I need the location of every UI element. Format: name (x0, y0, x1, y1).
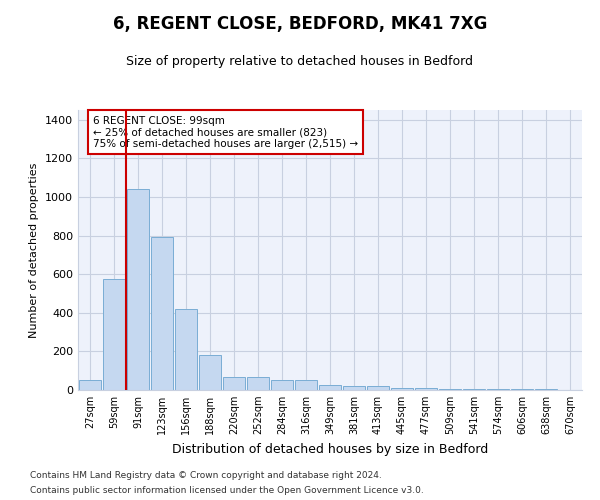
Bar (103, 279, 125, 390)
Text: Size of property relative to detached houses in Bedford: Size of property relative to detached ho… (127, 55, 473, 68)
Bar (271, 380, 293, 390)
Bar (151, 238, 173, 390)
Bar (343, 386, 365, 390)
Bar (439, 389, 461, 390)
Bar (391, 388, 413, 390)
Text: Contains public sector information licensed under the Open Government Licence v3: Contains public sector information licen… (30, 486, 424, 495)
Bar (415, 388, 437, 390)
Text: 6, REGENT CLOSE, BEDFORD, MK41 7XG: 6, REGENT CLOSE, BEDFORD, MK41 7XG (113, 15, 487, 33)
Bar (175, 309, 197, 390)
Bar (199, 355, 221, 390)
Bar (79, 380, 101, 390)
Y-axis label: Number of detached properties: Number of detached properties (29, 162, 40, 338)
Bar (463, 389, 485, 390)
X-axis label: Distribution of detached houses by size in Bedford: Distribution of detached houses by size … (172, 442, 488, 456)
Bar (367, 386, 389, 390)
Bar (247, 378, 269, 390)
Bar (127, 189, 149, 390)
Bar (295, 380, 317, 390)
Bar (223, 378, 245, 390)
Text: Contains HM Land Registry data © Crown copyright and database right 2024.: Contains HM Land Registry data © Crown c… (30, 471, 382, 480)
Bar (319, 385, 341, 390)
Text: 6 REGENT CLOSE: 99sqm
← 25% of detached houses are smaller (823)
75% of semi-det: 6 REGENT CLOSE: 99sqm ← 25% of detached … (93, 116, 358, 149)
